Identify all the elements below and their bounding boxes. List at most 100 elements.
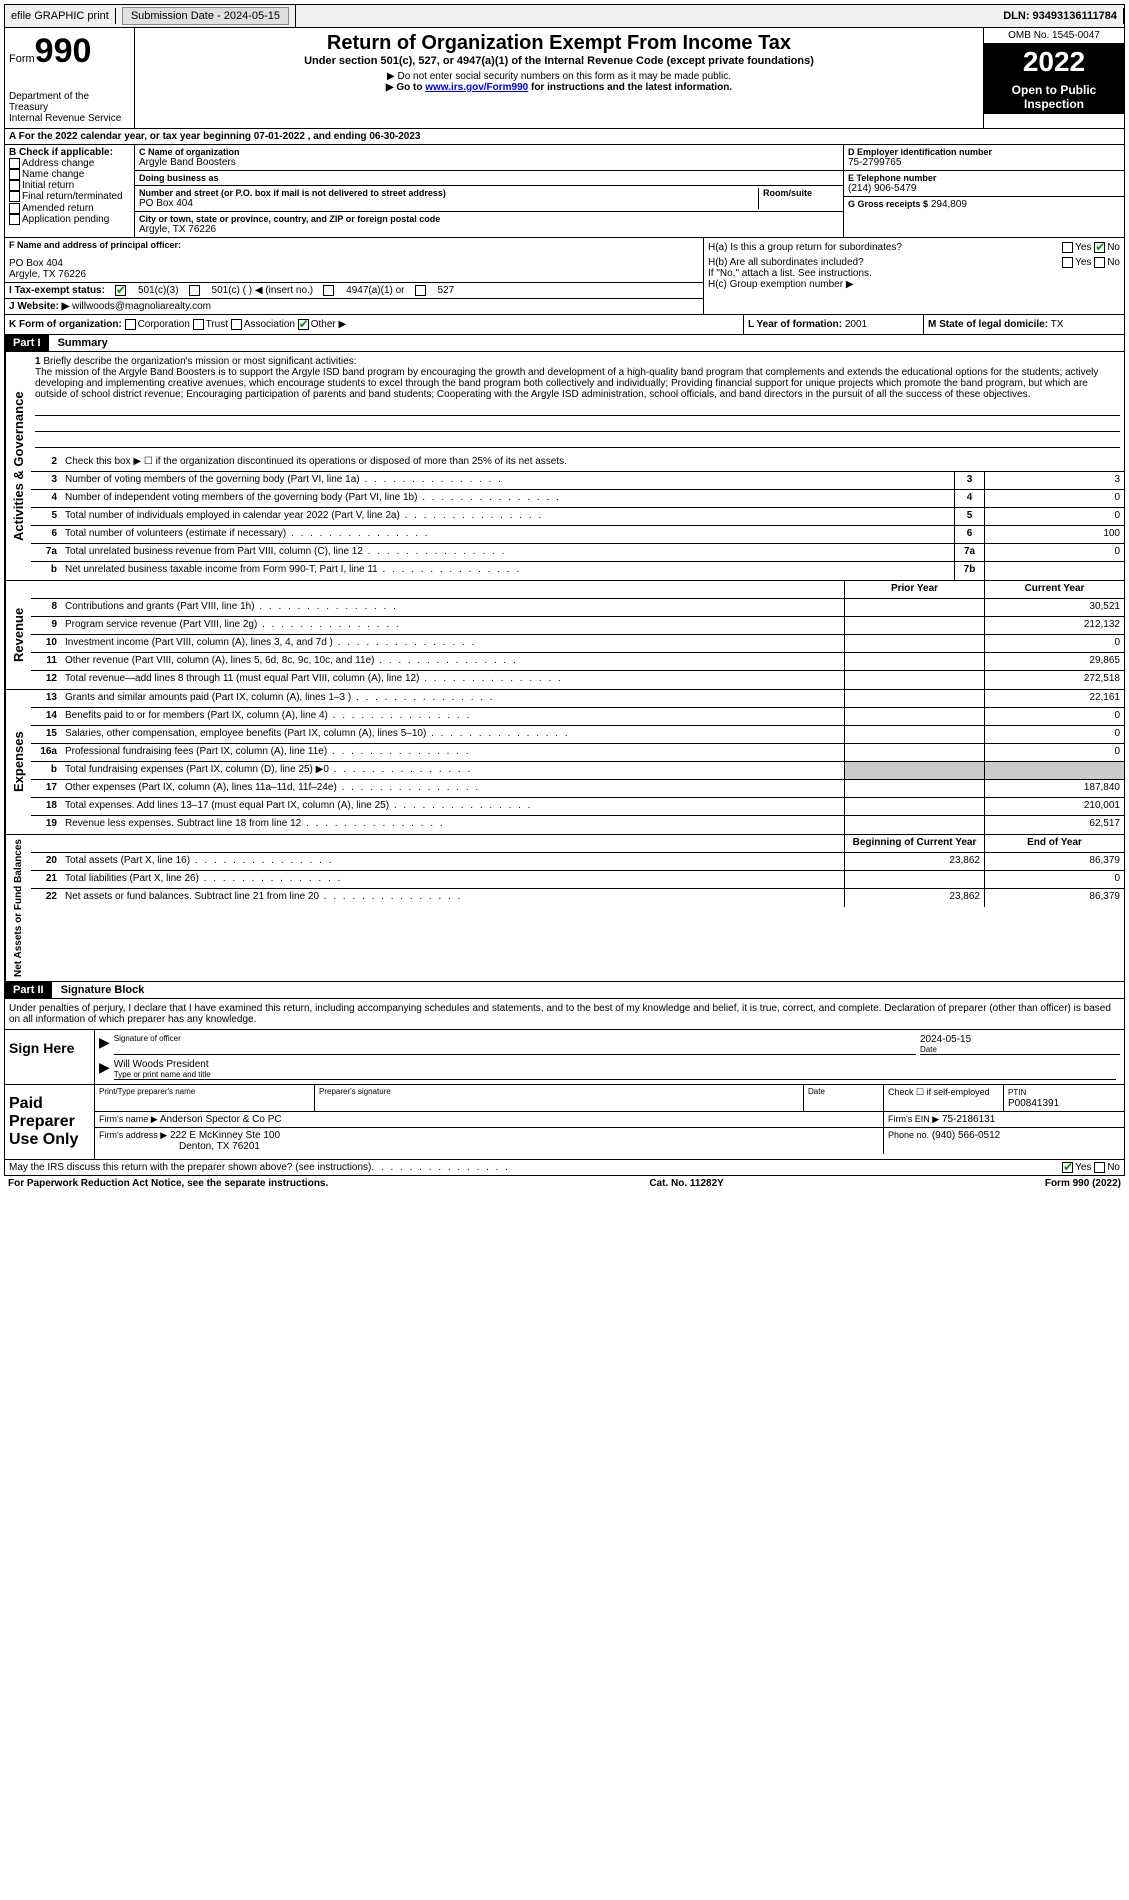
city-label: City or town, state or province, country… [139, 214, 839, 224]
cb-corp[interactable] [125, 319, 136, 330]
mission-text: The mission of the Argyle Band Boosters … [35, 367, 1098, 400]
note-2-pre: ▶ Go to [386, 82, 425, 93]
dept-label: Department of the Treasury [9, 91, 130, 113]
current-value: 30,521 [984, 599, 1124, 616]
arrow-icon: ▶ [99, 1034, 110, 1055]
officer-addr1: PO Box 404 [9, 258, 699, 269]
line-box: 3 [954, 472, 984, 489]
arrow-icon: ▶ [99, 1059, 110, 1080]
dba-label: Doing business as [139, 173, 839, 183]
line-box: 7b [954, 562, 984, 580]
cb-name-change[interactable] [9, 169, 20, 180]
prior-value [844, 690, 984, 707]
cb-ha-yes[interactable] [1062, 242, 1073, 253]
cb-discuss-yes[interactable] [1062, 1162, 1073, 1173]
cb-trust[interactable] [193, 319, 204, 330]
firm-phone-label: Phone no. [888, 1130, 929, 1140]
col-begin: Beginning of Current Year [844, 835, 984, 852]
line-text: Total expenses. Add lines 13–17 (must eq… [61, 798, 844, 815]
cb-initial-return[interactable] [9, 180, 20, 191]
current-value: 86,379 [984, 889, 1124, 907]
firm-name: Anderson Spector & Co PC [160, 1114, 282, 1125]
cb-final-return[interactable] [9, 191, 20, 202]
page-footer: For Paperwork Reduction Act Notice, see … [4, 1176, 1125, 1191]
line-text: Number of independent voting members of … [61, 490, 954, 507]
submission-date-button[interactable]: Submission Date - 2024-05-15 [122, 7, 289, 25]
cb-discuss-no[interactable] [1094, 1162, 1105, 1173]
prior-value [844, 653, 984, 670]
line-value: 0 [984, 544, 1124, 561]
prior-value: 23,862 [844, 853, 984, 870]
footer-right: Form 990 (2022) [1045, 1178, 1121, 1189]
line-text: Net unrelated business taxable income fr… [61, 562, 954, 580]
cb-hb-no[interactable] [1094, 257, 1105, 268]
part2-header: Part II [5, 982, 52, 998]
officer-addr2: Argyle, TX 76226 [9, 269, 699, 280]
cb-address-change[interactable] [9, 158, 20, 169]
line-text: Benefits paid to or for members (Part IX… [61, 708, 844, 725]
current-value [984, 762, 1124, 779]
line-box: 6 [954, 526, 984, 543]
current-value: 210,001 [984, 798, 1124, 815]
line-text: Total revenue—add lines 8 through 11 (mu… [61, 671, 844, 689]
col-current: Current Year [984, 581, 1124, 598]
current-value: 22,161 [984, 690, 1124, 707]
website-value: willwoods@magnoliarealty.com [72, 301, 211, 312]
firm-addr-label: Firm's address ▶ [99, 1130, 167, 1140]
line-2: Check this box ▶ ☐ if the organization d… [61, 454, 1124, 471]
current-value: 29,865 [984, 653, 1124, 670]
prior-value [844, 816, 984, 834]
prior-value [844, 599, 984, 616]
form-number: 990 [35, 32, 92, 70]
cb-amended[interactable] [9, 203, 20, 214]
cb-ha-no[interactable] [1094, 242, 1105, 253]
form-title: Return of Organization Exempt From Incom… [139, 32, 979, 55]
side-exp: Expenses [5, 690, 31, 834]
side-ag: Activities & Governance [5, 352, 31, 580]
top-bar: efile GRAPHIC print Submission Date - 20… [4, 4, 1125, 28]
officer-label: F Name and address of principal officer: [9, 240, 699, 250]
line-text: Program service revenue (Part VIII, line… [61, 617, 844, 634]
cb-501c[interactable] [189, 285, 200, 296]
irs-label: Internal Revenue Service [9, 113, 130, 124]
website-label: J Website: ▶ [9, 301, 69, 312]
hb-note: If "No," attach a list. See instructions… [708, 268, 1120, 279]
ha-label: H(a) Is this a group return for subordin… [708, 242, 902, 253]
line-value: 0 [984, 508, 1124, 525]
irs-link[interactable]: www.irs.gov/Form990 [425, 82, 528, 93]
prior-value [844, 635, 984, 652]
ein-label: D Employer identification number [848, 147, 1120, 157]
cb-501c3[interactable] [115, 285, 126, 296]
tax-exempt-label: I Tax-exempt status: [9, 285, 105, 296]
footer-center: Cat. No. 11282Y [649, 1178, 723, 1189]
part1-header: Part I [5, 335, 49, 351]
line-text: Other revenue (Part VIII, column (A), li… [61, 653, 844, 670]
phone-label: E Telephone number [848, 173, 1120, 183]
line-box: 7a [954, 544, 984, 561]
cb-other[interactable] [298, 319, 309, 330]
row-klm: K Form of organization: Corporation Trus… [4, 315, 1125, 335]
footer-left: For Paperwork Reduction Act Notice, see … [8, 1178, 328, 1189]
ein-value: 75-2799765 [848, 157, 1120, 168]
city-value: Argyle, TX 76226 [139, 224, 839, 235]
sig-officer-label: Signature of officer [114, 1034, 916, 1043]
line-text: Total number of volunteers (estimate if … [61, 526, 954, 543]
firm-addr1: 222 E McKinney Ste 100 [170, 1130, 280, 1141]
l-value: 2001 [845, 319, 867, 330]
cb-hb-yes[interactable] [1062, 257, 1073, 268]
cb-application-pending[interactable] [9, 214, 20, 225]
org-name: Argyle Band Boosters [139, 157, 839, 168]
firm-addr2: Denton, TX 76201 [179, 1141, 260, 1152]
l-label: L Year of formation: [748, 319, 842, 330]
note-2-post: for instructions and the latest informat… [528, 82, 732, 93]
cb-4947[interactable] [323, 285, 334, 296]
sign-here-label: Sign Here [5, 1030, 95, 1084]
cb-527[interactable] [415, 285, 426, 296]
hb-label: H(b) Are all subordinates included? [708, 257, 864, 268]
line-text: Total number of individuals employed in … [61, 508, 954, 525]
omb-label: OMB No. 1545-0047 [984, 28, 1124, 44]
penalty-text: Under penalties of perjury, I declare th… [5, 999, 1124, 1029]
current-value: 187,840 [984, 780, 1124, 797]
cb-assoc[interactable] [231, 319, 242, 330]
line-box: 4 [954, 490, 984, 507]
